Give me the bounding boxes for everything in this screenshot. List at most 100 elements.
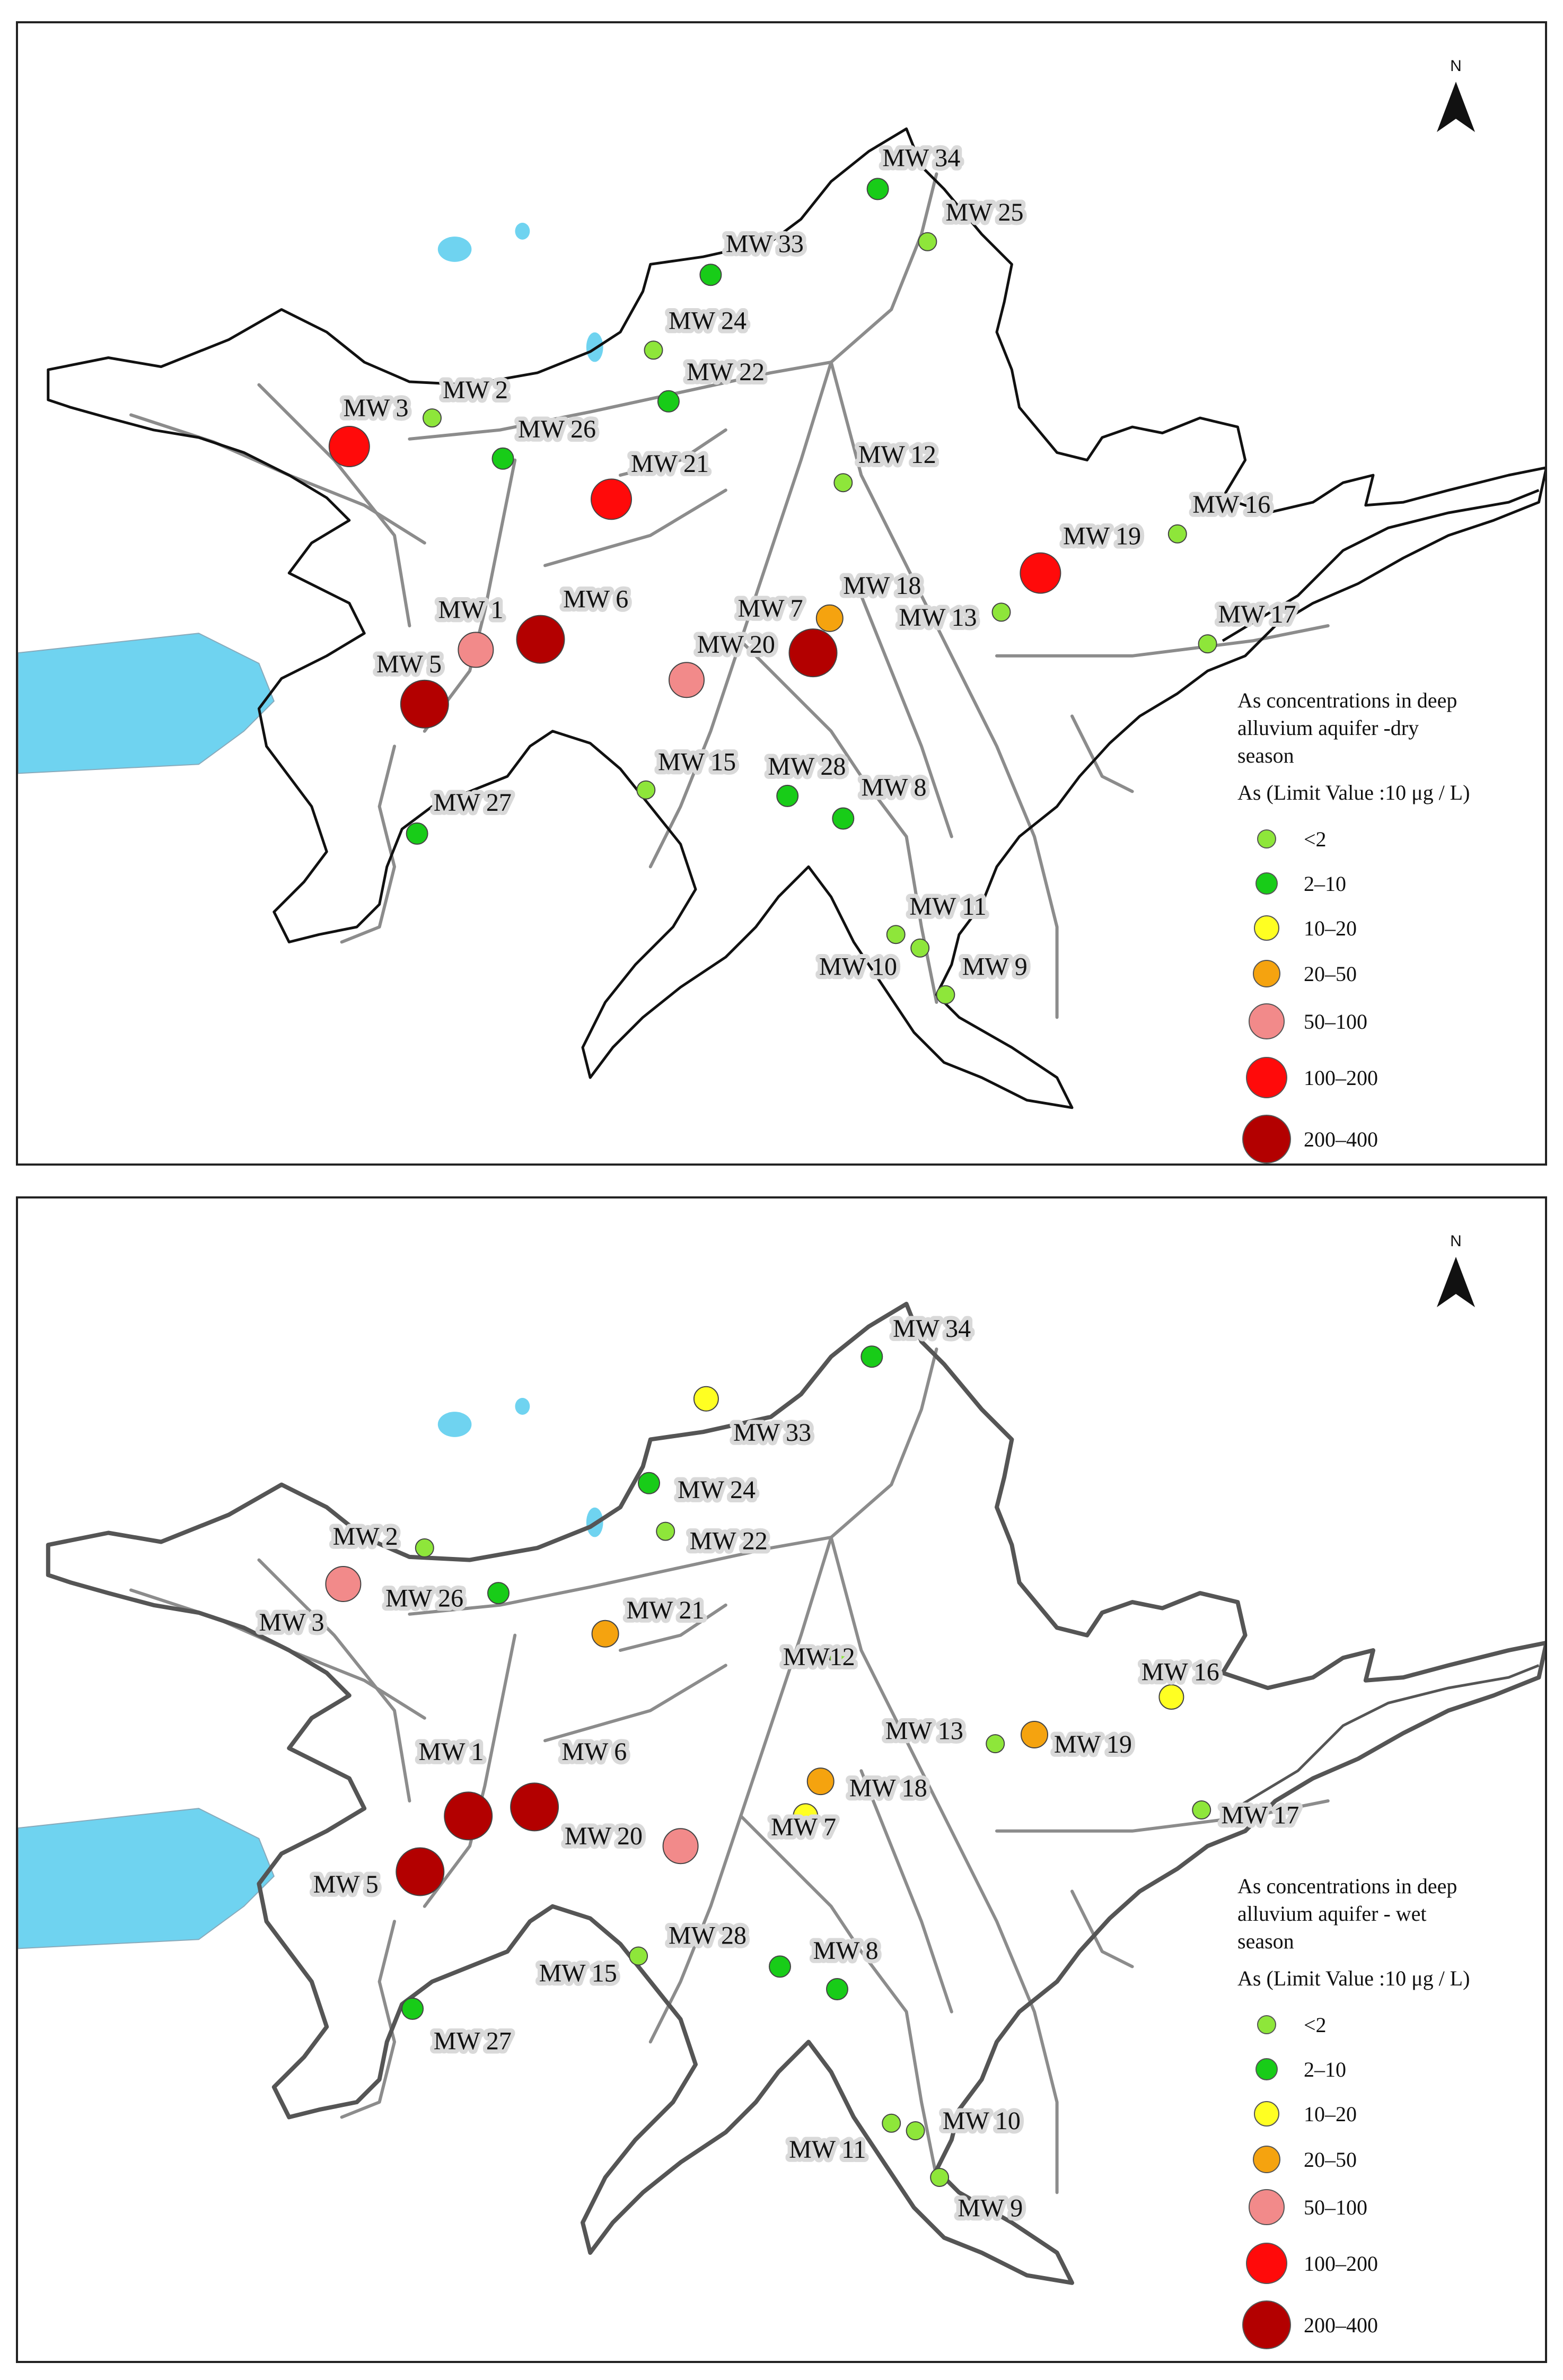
well-label: MW 19	[1063, 522, 1141, 550]
well-marker[interactable]	[328, 426, 370, 467]
river-line	[423, 458, 517, 733]
well-marker[interactable]	[829, 1648, 848, 1668]
north-arrow: N	[1437, 1232, 1475, 1307]
well-label: MW 33	[733, 1419, 811, 1447]
well-marker[interactable]	[918, 232, 937, 251]
well-marker[interactable]	[776, 784, 799, 807]
legend-symbol	[1257, 2015, 1276, 2034]
well-marker[interactable]	[833, 473, 853, 493]
well-marker[interactable]	[669, 662, 705, 698]
basin-boundary	[47, 127, 1545, 1109]
well-marker[interactable]	[1158, 1684, 1184, 1710]
well-marker[interactable]	[423, 408, 442, 428]
north-arrow-label: N	[1450, 57, 1462, 75]
well-marker[interactable]	[699, 264, 722, 286]
well-marker[interactable]	[415, 1538, 434, 1558]
legend-class-label: 20–50	[1304, 962, 1357, 986]
river-line	[859, 1769, 953, 2014]
legend-symbol	[1254, 915, 1279, 941]
well-marker[interactable]	[832, 807, 855, 830]
well-marker[interactable]	[860, 1345, 883, 1368]
well-label: MW 3	[343, 394, 408, 422]
well-marker[interactable]	[444, 1791, 493, 1841]
well-label: MW 13	[899, 603, 977, 632]
well-marker[interactable]	[991, 602, 1011, 622]
well-marker[interactable]	[657, 390, 680, 413]
well-label: MW 27	[434, 789, 512, 817]
well-marker[interactable]	[401, 1997, 424, 2020]
legend-symbol	[1246, 1057, 1287, 1098]
well-marker[interactable]	[882, 2113, 901, 2133]
basemap	[18, 127, 1545, 1109]
well-marker[interactable]	[693, 1386, 719, 1412]
well-marker[interactable]	[510, 1782, 559, 1832]
map-wet-season: MW 34 MW 33 MW 24 MW 22 MW 2 MW 3 MW 26 MW 21 MW…	[18, 1232, 1545, 2349]
well-marker[interactable]	[400, 679, 449, 729]
well-label: MW 12	[858, 441, 936, 469]
well-label: MW 11	[909, 892, 986, 921]
well-marker[interactable]	[325, 1566, 362, 1602]
river-line	[543, 488, 727, 567]
river-line	[829, 1348, 938, 1539]
legend-title: alluvium aquifer -dry	[1237, 716, 1419, 740]
river-line	[1070, 1889, 1134, 1968]
well-marker[interactable]	[930, 2168, 950, 2187]
well-marker[interactable]	[516, 615, 565, 664]
well-marker[interactable]	[815, 604, 844, 632]
well-label: MW 21	[631, 450, 709, 478]
well-marker[interactable]	[769, 1955, 791, 1978]
map-dry-season: MW 34 MW 25 MW 33 MW 24 MW 22 MW 2 MW 3 MW 26 MW…	[18, 57, 1545, 1163]
legend-class-label: 2–10	[1304, 872, 1346, 896]
well-label: MW 21	[626, 1596, 704, 1624]
legend-symbol	[1249, 1003, 1285, 1039]
well-label: MW 13	[885, 1717, 963, 1745]
well-marker[interactable]	[1198, 634, 1217, 654]
well-marker[interactable]	[866, 178, 889, 200]
well-marker[interactable]	[910, 938, 930, 958]
well-label: MW 10	[819, 953, 897, 981]
well-marker[interactable]	[487, 1582, 510, 1605]
well-label: MW 26	[518, 415, 596, 443]
well-marker[interactable]	[886, 925, 906, 944]
well-marker[interactable]	[662, 1828, 699, 1865]
well-marker[interactable]	[936, 985, 955, 1004]
well-marker[interactable]	[1167, 524, 1187, 544]
well-marker[interactable]	[591, 478, 632, 520]
legend-symbol	[1253, 2146, 1280, 2173]
river-line	[619, 428, 727, 477]
well-marker[interactable]	[1192, 1800, 1211, 1819]
pond-shape	[437, 237, 472, 262]
legend-symbol	[1242, 2300, 1291, 2349]
wells: MW 34 MW 25 MW 33 MW 24 MW 22 MW 2 MW 3 MW 26 MW…	[328, 140, 1301, 1004]
well-marker[interactable]	[1021, 1721, 1048, 1748]
well-marker[interactable]	[644, 340, 663, 360]
well-marker[interactable]	[396, 1847, 445, 1896]
north-arrow-label: N	[1450, 1232, 1462, 1250]
legend-symbol	[1254, 2101, 1279, 2127]
legend-class-label: 2–10	[1304, 2058, 1346, 2081]
well-label: MW 9	[962, 953, 1028, 981]
legend-title: As concentrations in deep	[1237, 688, 1457, 712]
legend-class-label: 10–20	[1304, 2102, 1357, 2126]
well-marker[interactable]	[1020, 552, 1061, 594]
well-marker[interactable]	[986, 1734, 1005, 1754]
well-marker[interactable]	[636, 780, 656, 800]
well-marker[interactable]	[458, 632, 494, 668]
well-label: MW 8	[813, 1937, 879, 1965]
well-label: MW 18	[849, 1774, 927, 1802]
well-marker[interactable]	[788, 628, 838, 678]
well-marker[interactable]	[826, 1978, 848, 2000]
well-label: MW 18	[843, 572, 921, 600]
well-marker[interactable]	[629, 1946, 648, 1966]
well-label: MW 16	[1192, 491, 1270, 519]
well-marker[interactable]	[591, 1620, 619, 1648]
well-marker[interactable]	[491, 447, 514, 470]
well-marker[interactable]	[638, 1472, 660, 1494]
well-marker[interactable]	[406, 822, 428, 845]
well-marker[interactable]	[793, 1803, 819, 1829]
river-line	[257, 1558, 411, 1802]
well-marker[interactable]	[806, 1768, 835, 1796]
well-marker[interactable]	[656, 1521, 675, 1541]
well-label: MW 15	[658, 748, 736, 776]
well-marker[interactable]	[906, 2121, 925, 2140]
